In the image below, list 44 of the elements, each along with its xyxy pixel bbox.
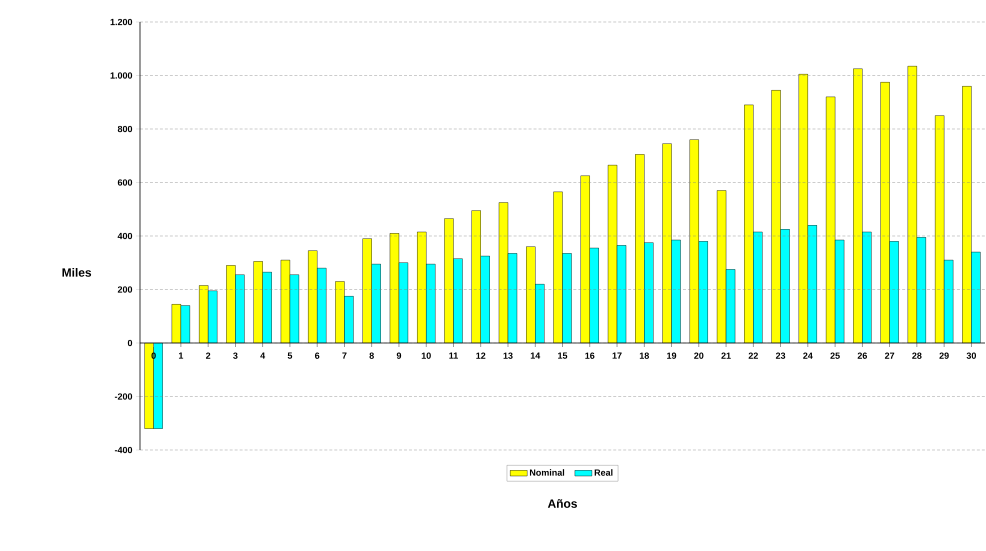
x-tick-label: 29 xyxy=(939,352,949,359)
x-tick-label: 1 xyxy=(178,352,184,359)
x-axis-title: Años xyxy=(548,499,577,508)
x-tick-label: 15 xyxy=(558,352,568,359)
x-tick-label: 4 xyxy=(260,352,266,359)
x-tick-label: 25 xyxy=(830,352,840,359)
x-tick-label: 19 xyxy=(667,352,676,359)
x-tick-label: 13 xyxy=(504,352,513,359)
legend-label: Real xyxy=(594,469,612,476)
x-tick-label: 11 xyxy=(449,352,458,359)
x-tick-label: 12 xyxy=(476,352,486,359)
y-tick-label: 200 xyxy=(118,286,132,293)
y-tick-label: 800 xyxy=(118,126,132,132)
y-tick-label: 1.200 xyxy=(110,18,132,26)
x-tick-label: 3 xyxy=(233,352,238,359)
x-tick-label: 24 xyxy=(803,352,813,359)
y-tick-label: -200 xyxy=(114,393,132,400)
x-tick-label: 10 xyxy=(422,352,431,359)
x-tick-label: 9 xyxy=(396,352,402,359)
x-tick-label: 18 xyxy=(640,352,649,359)
y-tick-label: -400 xyxy=(114,446,132,454)
x-tick-label: 14 xyxy=(530,352,540,359)
x-tick-label: 6 xyxy=(315,352,320,359)
x-tick-label: 28 xyxy=(912,352,922,359)
x-tick-label: 27 xyxy=(884,352,894,359)
x-tick-label: 23 xyxy=(776,352,786,359)
x-tick-label: 0 xyxy=(151,352,156,359)
x-tick-label: 22 xyxy=(748,352,758,359)
y-axis-title: Miles xyxy=(62,268,92,277)
x-tick-label: 5 xyxy=(288,352,292,359)
y-tick-label: 600 xyxy=(118,179,132,186)
x-tick-label: 26 xyxy=(858,352,868,359)
x-tick-label: 30 xyxy=(966,352,976,359)
x-tick-label: 17 xyxy=(612,352,622,359)
y-tick-label: 400 xyxy=(118,232,132,240)
x-tick-label: 21 xyxy=(721,352,731,359)
x-tick-label: 8 xyxy=(369,352,374,359)
x-tick-label: 2 xyxy=(206,352,210,359)
x-tick-label: 7 xyxy=(342,352,347,359)
y-tick-label: 1.000 xyxy=(110,72,132,79)
x-tick-label: 16 xyxy=(585,352,594,359)
y-tick-label: 0 xyxy=(128,340,132,346)
legend-label: Nominal xyxy=(530,469,564,476)
x-tick-label: 20 xyxy=(694,352,704,359)
